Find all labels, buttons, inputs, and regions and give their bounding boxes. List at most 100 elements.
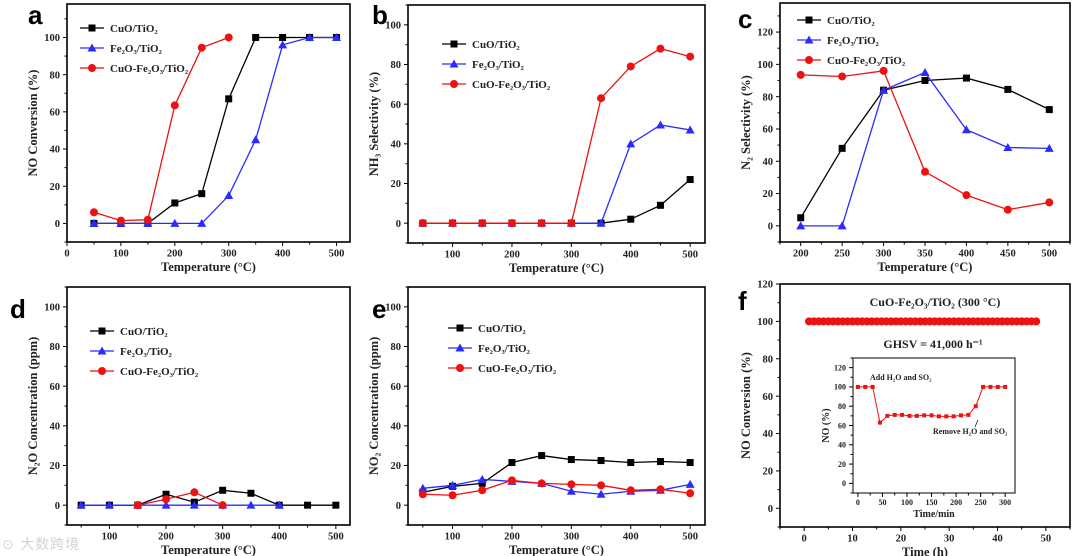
- data-point: [478, 479, 486, 487]
- data-point: [879, 85, 889, 94]
- data-point: [686, 489, 695, 498]
- annotation: CuO-Fe₂O₃/TiO₂ (300 °C): [870, 295, 1001, 309]
- panel-letter: a: [28, 0, 43, 30]
- data-point: [332, 501, 340, 509]
- data-point: [596, 218, 606, 227]
- legend-item: Fe₂O₃/TiO₂: [80, 43, 163, 55]
- x-axis-label: Time (h): [902, 545, 948, 556]
- x-tick-label: 100: [445, 250, 461, 261]
- y-tick-label: 20: [763, 189, 774, 200]
- legend-item: Fe₂O₃/TiO₂: [448, 343, 531, 355]
- x-tick-label: 300: [563, 250, 579, 261]
- y-tick-label: 20: [763, 467, 774, 478]
- data-point: [929, 413, 934, 418]
- y-tick-label: 0: [55, 501, 60, 512]
- legend-label: Fe₂O₃/TiO₂: [478, 343, 531, 355]
- data-point: [448, 219, 457, 228]
- legend-item: CuO/TiO₂: [442, 39, 520, 51]
- series-0: [855, 384, 1008, 425]
- data-point: [197, 218, 207, 227]
- x-tick-label: 450: [1000, 249, 1016, 260]
- x-tick-label: 350: [917, 249, 933, 260]
- data-point: [962, 74, 970, 82]
- data-point: [567, 480, 576, 489]
- x-tick-label: 30: [944, 534, 955, 545]
- data-point: [162, 490, 170, 498]
- data-point: [198, 190, 206, 198]
- panel-letter: b: [372, 0, 388, 30]
- legend-marker: [450, 40, 458, 48]
- data-point: [1003, 205, 1012, 214]
- watermark-text: 大数跨境: [20, 537, 81, 553]
- data-point: [133, 501, 142, 510]
- series-2: [796, 66, 1054, 214]
- legend-item: Fe₂O₃/TiO₂: [797, 35, 880, 47]
- x-tick-label: 100: [102, 532, 118, 543]
- y-axis-label: NO₂ Concentration (ppm): [367, 337, 381, 475]
- x-axis-label: Temperature (°C): [509, 543, 604, 556]
- watermark-logo: ⊙ 大数跨境: [2, 537, 80, 553]
- x-tick-label: 300: [876, 249, 892, 260]
- panel-c: 200 250 300 350 400 450 500 0 20 40 60 80 100 120 Temp…: [738, 2, 1071, 274]
- series-2: [133, 488, 227, 510]
- y-tick-label: 40: [391, 422, 402, 433]
- plot-frame: [852, 357, 1016, 494]
- data-point: [1032, 317, 1041, 326]
- data-point: [944, 414, 949, 419]
- data-point: [171, 199, 179, 207]
- data-point: [597, 457, 605, 465]
- annotation: Add H₂O and SO₂: [870, 373, 932, 382]
- data-point: [219, 486, 227, 494]
- data-point: [686, 176, 694, 184]
- y-tick-label: 20: [50, 461, 61, 472]
- x-tick-label: 0: [802, 534, 807, 545]
- y-tick-label: 20: [391, 179, 402, 190]
- y-tick-label: 40: [391, 140, 402, 151]
- y-tick-label: 0: [842, 479, 846, 488]
- x-tick-label: 300: [563, 532, 579, 543]
- annotation: GHSV = 41,000 h⁻¹: [883, 337, 983, 351]
- legend-item: CuO/TiO₂: [448, 323, 526, 335]
- data-point: [304, 501, 312, 509]
- data-point: [143, 215, 152, 224]
- y-tick-label: 20: [391, 461, 402, 472]
- legend-marker: [98, 367, 106, 375]
- data-point: [246, 500, 256, 509]
- series-0: [805, 317, 1041, 326]
- x-tick-label: 200: [167, 249, 183, 260]
- y-tick-label: 100: [757, 317, 773, 328]
- panel-letter: c: [738, 4, 752, 34]
- data-point: [566, 486, 576, 495]
- data-point: [597, 481, 606, 490]
- legend-item: Fe₂O₃/TiO₂: [90, 346, 173, 358]
- data-point: [920, 67, 930, 76]
- data-point: [507, 219, 516, 228]
- data-point: [104, 500, 114, 509]
- data-point: [686, 52, 695, 61]
- legend-label: CuO/TiO₂: [827, 15, 875, 27]
- series-line: [422, 478, 691, 495]
- data-point: [418, 219, 427, 228]
- y-tick-label: 80: [763, 354, 774, 365]
- legend-label: CuO/TiO₂: [472, 39, 520, 51]
- y-axis-label: NO (%): [821, 408, 832, 442]
- x-tick-label: 20: [896, 534, 907, 545]
- legend-label: CuO/TiO₂: [110, 23, 158, 35]
- data-point: [656, 201, 664, 209]
- data-point: [596, 489, 606, 498]
- data-point: [796, 70, 805, 79]
- data-point: [1045, 198, 1054, 207]
- y-tick-label: 80: [391, 60, 402, 71]
- y-tick-label: 80: [391, 342, 402, 353]
- data-point: [656, 485, 665, 494]
- panel-f: 0 10 20 30 40 50 0 20 40 60 80 100 120 Time (h) NO Con…: [738, 280, 1071, 556]
- legend-item: CuO-Fe₂O₃/TiO₂: [797, 55, 906, 67]
- x-tick-label: 200: [504, 250, 520, 261]
- legend-label: CuO-Fe₂O₃/TiO₂: [472, 79, 551, 91]
- panel-letter: d: [10, 294, 26, 324]
- data-point: [921, 77, 929, 85]
- x-tick-label: 200: [504, 532, 520, 543]
- y-tick-label: 60: [763, 125, 774, 136]
- legend-marker: [805, 56, 813, 64]
- x-tick-label: 500: [328, 532, 344, 543]
